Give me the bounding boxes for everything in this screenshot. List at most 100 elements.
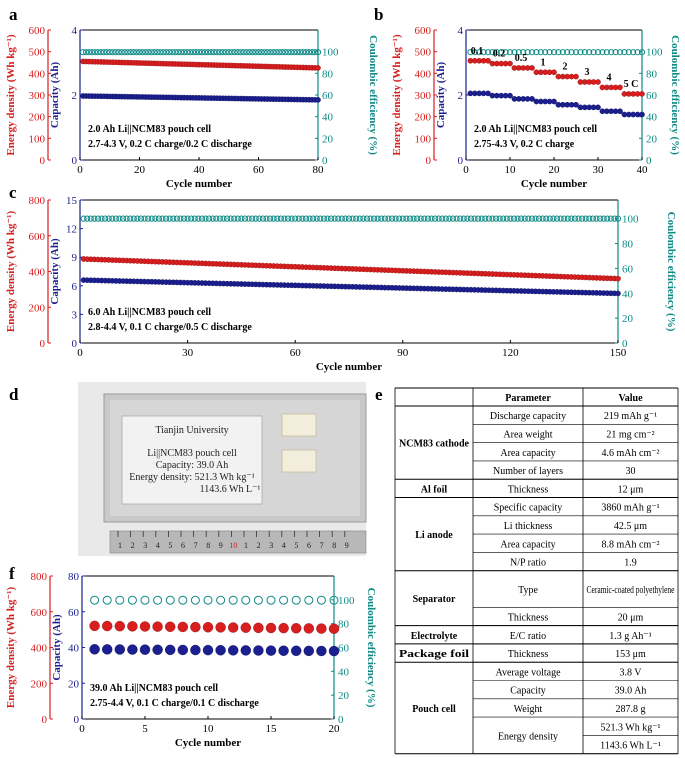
x-tick-label: 60	[290, 347, 302, 359]
capacity-point	[139, 644, 151, 655]
ce-point	[170, 215, 177, 222]
energy-tick-label: 200	[415, 112, 432, 124]
energy-point	[190, 621, 201, 633]
ce-point	[546, 215, 553, 222]
ce-point	[313, 215, 320, 222]
cell-note-c: 2.8-4.4 V, 0.1 C charge/0.5 C discharge	[88, 322, 252, 333]
energy-point	[573, 73, 579, 80]
x-tick-label: 10	[203, 723, 215, 735]
ruler-number: 10	[229, 541, 237, 550]
energy-point	[177, 621, 189, 633]
ce-tick-label: 0	[622, 338, 628, 350]
ce-point	[261, 49, 268, 56]
energy-point	[164, 621, 176, 632]
x-axis-title-c: Cycle number	[316, 361, 382, 373]
param-value: 287.8 g	[616, 704, 646, 715]
ce-tick-label: 80	[622, 239, 634, 251]
ce-point	[134, 215, 141, 222]
param-name: Discharge capacity	[490, 411, 566, 422]
param-name: Thickness	[508, 649, 549, 660]
energy-axis-title-c: Energy density (Wh kg⁻¹)	[5, 211, 17, 333]
ruler-number: 8	[332, 541, 336, 550]
energy-point	[617, 84, 623, 91]
ce-point	[521, 215, 528, 222]
capacity-point	[215, 645, 226, 656]
ce-tick-label: 20	[646, 133, 658, 145]
x-tick-label: 0	[463, 164, 469, 176]
ce-point	[178, 49, 185, 56]
ce-point	[91, 49, 98, 56]
capacity-tick-label: 2	[458, 90, 464, 102]
ce-point	[102, 215, 109, 222]
ce-point	[564, 215, 571, 222]
ce-point	[241, 215, 249, 222]
ce-point	[388, 215, 396, 222]
ce-point	[165, 595, 175, 605]
ce-point	[263, 215, 270, 222]
ruler-number: 4	[282, 541, 286, 550]
ce-point	[329, 595, 339, 605]
ce-point	[177, 215, 184, 222]
ce-point	[91, 215, 98, 222]
ce-point	[253, 595, 263, 605]
ce-point	[231, 215, 238, 222]
ce-point	[514, 215, 521, 222]
ce-tick-label: 20	[322, 133, 334, 145]
energy-tick-label: 0	[40, 338, 46, 350]
energy-point	[89, 620, 100, 632]
energy-axis-title-b: Energy density (Wh kg⁻¹)	[391, 34, 403, 156]
x-tick-label: 120	[502, 347, 519, 359]
ce-point	[460, 215, 467, 222]
ce-point	[403, 215, 410, 222]
ce-point	[127, 595, 137, 605]
panel-label-e: e	[375, 385, 383, 404]
x-tick-label: 0	[77, 164, 83, 176]
ce-point	[471, 49, 478, 56]
ce-point	[252, 215, 259, 222]
ce-point	[496, 215, 503, 222]
capacity-axis-title-f: Capacity (Ah)	[51, 614, 63, 681]
ce-point	[288, 215, 295, 222]
capacity-tick-label: 0	[72, 155, 78, 167]
energy-point	[595, 79, 601, 85]
ce-tick-label: 60	[622, 263, 634, 275]
table-layer: Parameter Value Discharge capacity 219 mAh …	[394, 387, 679, 755]
param-name: Thickness	[508, 484, 549, 495]
ce-point	[216, 595, 226, 605]
pouch-title: Tianjin University	[155, 425, 228, 436]
ce-point	[154, 49, 161, 56]
ce-point	[94, 215, 102, 222]
ruler-number: 4	[156, 541, 160, 550]
ce-point	[634, 49, 641, 56]
param-value: 21 mg cm⁻²	[606, 429, 654, 440]
capacity-point	[278, 645, 289, 656]
ce-point	[304, 595, 314, 605]
ce-point	[586, 215, 593, 222]
ce-point	[594, 49, 602, 56]
ce-tick-label: 0	[338, 714, 344, 726]
param-name: Area weight	[503, 429, 552, 440]
ruler-number: 3	[143, 541, 147, 550]
param-name: N/P ratio	[510, 558, 546, 569]
ce-axis-title-a: Coulombic efficiency (%)	[367, 35, 379, 155]
group-name: Al foil	[421, 484, 448, 495]
ce-point	[349, 215, 356, 222]
capacity-tick-label: 3	[72, 309, 78, 321]
group-name: Separator	[413, 594, 456, 605]
ce-point	[311, 49, 319, 56]
ce-point	[162, 215, 170, 222]
capacity-tick-label: 2	[72, 90, 78, 102]
ce-point	[582, 215, 589, 222]
ce-point	[284, 215, 292, 222]
ce-point	[98, 215, 105, 222]
param-value: 42.5 μm	[614, 521, 647, 532]
param-name: Area capacity	[500, 539, 555, 550]
x-tick-label: 60	[253, 164, 265, 176]
ce-point	[216, 215, 223, 222]
panel-label-c: c	[9, 183, 17, 202]
ce-axis-title-c: Coulombic efficiency (%)	[665, 212, 677, 332]
energy-tick-label: 400	[415, 68, 432, 80]
ce-point	[112, 215, 119, 222]
ce-point	[485, 215, 492, 222]
